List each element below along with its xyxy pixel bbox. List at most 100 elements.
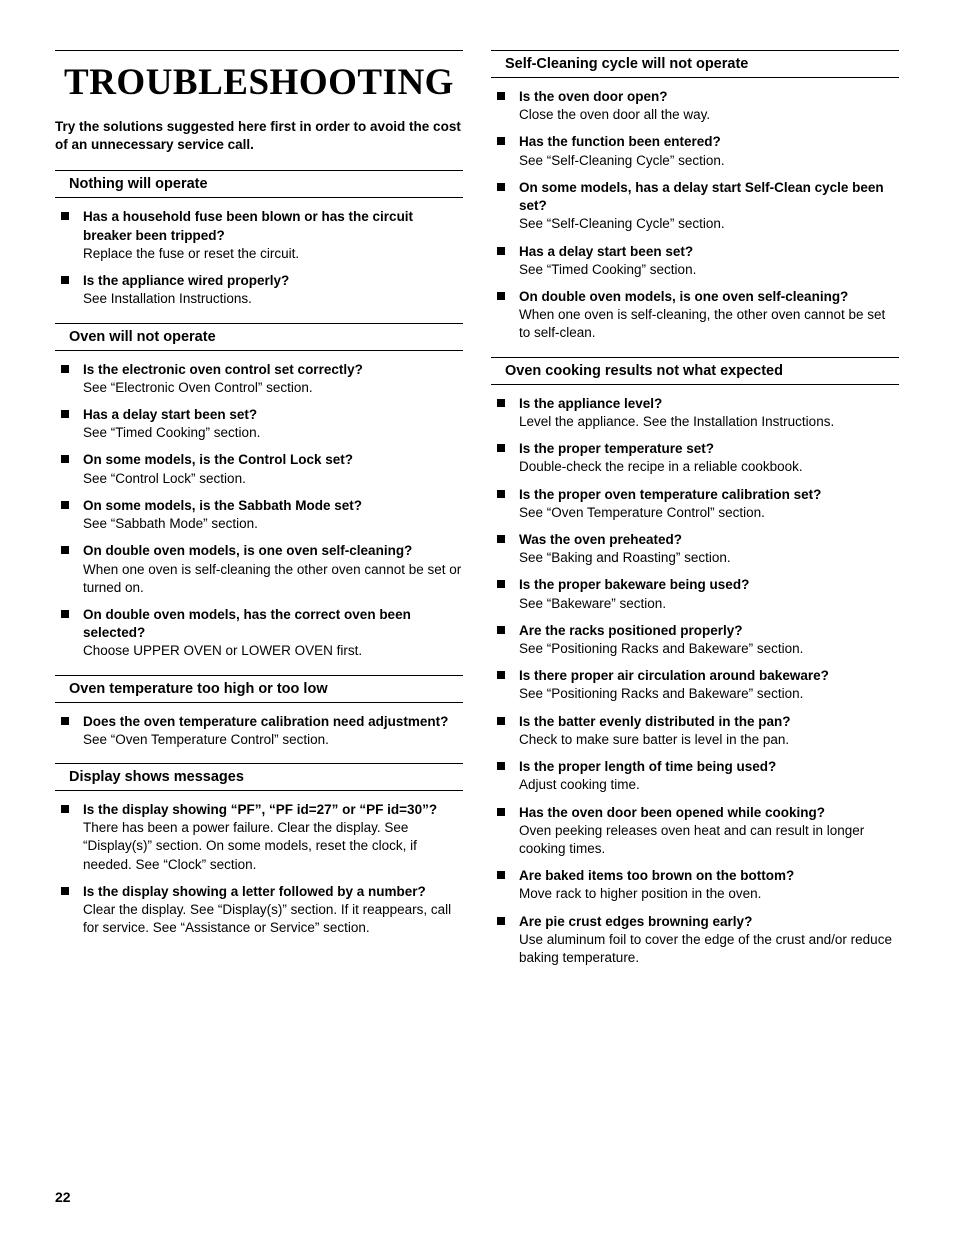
question-text: Is the display showing “PF”, “PF id=27” … bbox=[83, 801, 463, 819]
section-heading: Nothing will operate bbox=[55, 170, 463, 198]
item-list: Does the oven temperature calibration ne… bbox=[55, 713, 463, 749]
troubleshoot-section: Display shows messagesIs the display sho… bbox=[55, 763, 463, 938]
question-text: Has a delay start been set? bbox=[519, 243, 899, 261]
list-item: Has the oven door been opened while cook… bbox=[491, 804, 899, 859]
question-text: Does the oven temperature calibration ne… bbox=[83, 713, 463, 731]
list-item: Are baked items too brown on the bottom?… bbox=[491, 867, 899, 903]
answer-text: See “Self-Cleaning Cycle” section. bbox=[519, 152, 899, 170]
list-item: Does the oven temperature calibration ne… bbox=[55, 713, 463, 749]
answer-text: See “Positioning Racks and Bakeware” sec… bbox=[519, 685, 899, 703]
question-text: Is there proper air circulation around b… bbox=[519, 667, 899, 685]
answer-text: See “Timed Cooking” section. bbox=[83, 424, 463, 442]
answer-text: Double-check the recipe in a reliable co… bbox=[519, 458, 899, 476]
item-list: Is the electronic oven control set corre… bbox=[55, 361, 463, 661]
troubleshoot-section: Oven will not operate Is the electronic o… bbox=[55, 323, 463, 661]
question-text: Has a delay start been set? bbox=[83, 406, 463, 424]
answer-text: Clear the display. See “Display(s)” sect… bbox=[83, 901, 463, 937]
section-heading: Oven cooking results not what expected bbox=[491, 357, 899, 385]
question-text: On some models, has a delay start Self-C… bbox=[519, 179, 899, 215]
list-item: Has a household fuse been blown or has t… bbox=[55, 208, 463, 263]
question-text: Is the appliance wired properly? bbox=[83, 272, 463, 290]
question-text: On some models, is the Sabbath Mode set? bbox=[83, 497, 463, 515]
question-text: Is the display showing a letter followed… bbox=[83, 883, 463, 901]
list-item: Has the function been entered?See “Self-… bbox=[491, 133, 899, 169]
list-item: Is the proper bakeware being used?See “B… bbox=[491, 576, 899, 612]
answer-text: See “Oven Temperature Control” section. bbox=[83, 731, 463, 749]
list-item: Is the appliance level?Level the applian… bbox=[491, 395, 899, 431]
answer-text: Choose UPPER OVEN or LOWER OVEN first. bbox=[83, 642, 463, 660]
list-item: Is the proper length of time being used?… bbox=[491, 758, 899, 794]
answer-text: See “Baking and Roasting” section. bbox=[519, 549, 899, 567]
section-heading: Oven will not operate bbox=[55, 323, 463, 351]
list-item: Is the proper temperature set?Double-che… bbox=[491, 440, 899, 476]
list-item: On some models, has a delay start Self-C… bbox=[491, 179, 899, 234]
question-text: Are the racks positioned properly? bbox=[519, 622, 899, 640]
question-text: Is the appliance level? bbox=[519, 395, 899, 413]
troubleshoot-section: Self-Cleaning cycle will not operate Is t… bbox=[491, 50, 899, 343]
list-item: Is the appliance wired properly?See Inst… bbox=[55, 272, 463, 308]
answer-text: Oven peeking releases oven heat and can … bbox=[519, 822, 899, 858]
item-list: Is the oven door open?Close the oven doo… bbox=[491, 88, 899, 343]
list-item: On double oven models, is one oven self-… bbox=[55, 542, 463, 597]
answer-text: Adjust cooking time. bbox=[519, 776, 899, 794]
list-item: Has a delay start been set?See “Timed Co… bbox=[491, 243, 899, 279]
list-item: Is the oven door open?Close the oven doo… bbox=[491, 88, 899, 124]
answer-text: See “Self-Cleaning Cycle” section. bbox=[519, 215, 899, 233]
answer-text: See “Positioning Racks and Bakeware” sec… bbox=[519, 640, 899, 658]
list-item: Is there proper air circulation around b… bbox=[491, 667, 899, 703]
item-list: Has a household fuse been blown or has t… bbox=[55, 208, 463, 308]
troubleshoot-section: Oven cooking results not what expected Is… bbox=[491, 357, 899, 968]
answer-text: Level the appliance. See the Installatio… bbox=[519, 413, 899, 431]
question-text: On some models, is the Control Lock set? bbox=[83, 451, 463, 469]
page-number: 22 bbox=[55, 1189, 71, 1205]
answer-text: Replace the fuse or reset the circuit. bbox=[83, 245, 463, 263]
item-list: Is the appliance level?Level the applian… bbox=[491, 395, 899, 968]
answer-text: See “Bakeware” section. bbox=[519, 595, 899, 613]
answer-text: When one oven is self-cleaning the other… bbox=[83, 561, 463, 597]
answer-text: See “Sabbath Mode” section. bbox=[83, 515, 463, 533]
question-text: Is the electronic oven control set corre… bbox=[83, 361, 463, 379]
question-text: Has the function been entered? bbox=[519, 133, 899, 151]
list-item: Has a delay start been set?See “Timed Co… bbox=[55, 406, 463, 442]
question-text: Is the oven door open? bbox=[519, 88, 899, 106]
intro-text: Try the solutions suggested here first i… bbox=[55, 118, 463, 154]
list-item: Is the proper oven temperature calibrati… bbox=[491, 486, 899, 522]
section-heading: Self-Cleaning cycle will not operate bbox=[491, 50, 899, 78]
question-text: Has the oven door been opened while cook… bbox=[519, 804, 899, 822]
list-item: Is the electronic oven control set corre… bbox=[55, 361, 463, 397]
question-text: Are baked items too brown on the bottom? bbox=[519, 867, 899, 885]
question-text: On double oven models, is one oven self-… bbox=[519, 288, 899, 306]
question-text: Has a household fuse been blown or has t… bbox=[83, 208, 463, 244]
list-item: On some models, is the Sabbath Mode set?… bbox=[55, 497, 463, 533]
question-text: Is the batter evenly distributed in the … bbox=[519, 713, 899, 731]
question-text: Was the oven preheated? bbox=[519, 531, 899, 549]
answer-text: Check to make sure batter is level in th… bbox=[519, 731, 899, 749]
list-item: On double oven models, is one oven self-… bbox=[491, 288, 899, 343]
answer-text: See “Oven Temperature Control” section. bbox=[519, 504, 899, 522]
answer-text: See “Electronic Oven Control” section. bbox=[83, 379, 463, 397]
answer-text: Close the oven door all the way. bbox=[519, 106, 899, 124]
list-item: Is the batter evenly distributed in the … bbox=[491, 713, 899, 749]
answer-text: See “Timed Cooking” section. bbox=[519, 261, 899, 279]
question-text: Is the proper oven temperature calibrati… bbox=[519, 486, 899, 504]
answer-text: Move rack to higher position in the oven… bbox=[519, 885, 899, 903]
answer-text: There has been a power failure. Clear th… bbox=[83, 819, 463, 874]
list-item: Is the display showing a letter followed… bbox=[55, 883, 463, 938]
content-columns: TROUBLESHOOTING Try the solutions sugges… bbox=[55, 50, 899, 990]
list-item: Is the display showing “PF”, “PF id=27” … bbox=[55, 801, 463, 874]
question-text: Is the proper length of time being used? bbox=[519, 758, 899, 776]
answer-text: See “Control Lock” section. bbox=[83, 470, 463, 488]
question-text: Are pie crust edges browning early? bbox=[519, 913, 899, 931]
answer-text: See Installation Instructions. bbox=[83, 290, 463, 308]
page-title: TROUBLESHOOTING bbox=[55, 50, 463, 104]
list-item: On some models, is the Control Lock set?… bbox=[55, 451, 463, 487]
list-item: Was the oven preheated?See “Baking and R… bbox=[491, 531, 899, 567]
section-heading: Oven temperature too high or too low bbox=[55, 675, 463, 703]
item-list: Is the display showing “PF”, “PF id=27” … bbox=[55, 801, 463, 938]
question-text: On double oven models, has the correct o… bbox=[83, 606, 463, 642]
answer-text: Use aluminum foil to cover the edge of t… bbox=[519, 931, 899, 967]
list-item: Are pie crust edges browning early?Use a… bbox=[491, 913, 899, 968]
list-item: Are the racks positioned properly?See “P… bbox=[491, 622, 899, 658]
question-text: On double oven models, is one oven self-… bbox=[83, 542, 463, 560]
question-text: Is the proper bakeware being used? bbox=[519, 576, 899, 594]
